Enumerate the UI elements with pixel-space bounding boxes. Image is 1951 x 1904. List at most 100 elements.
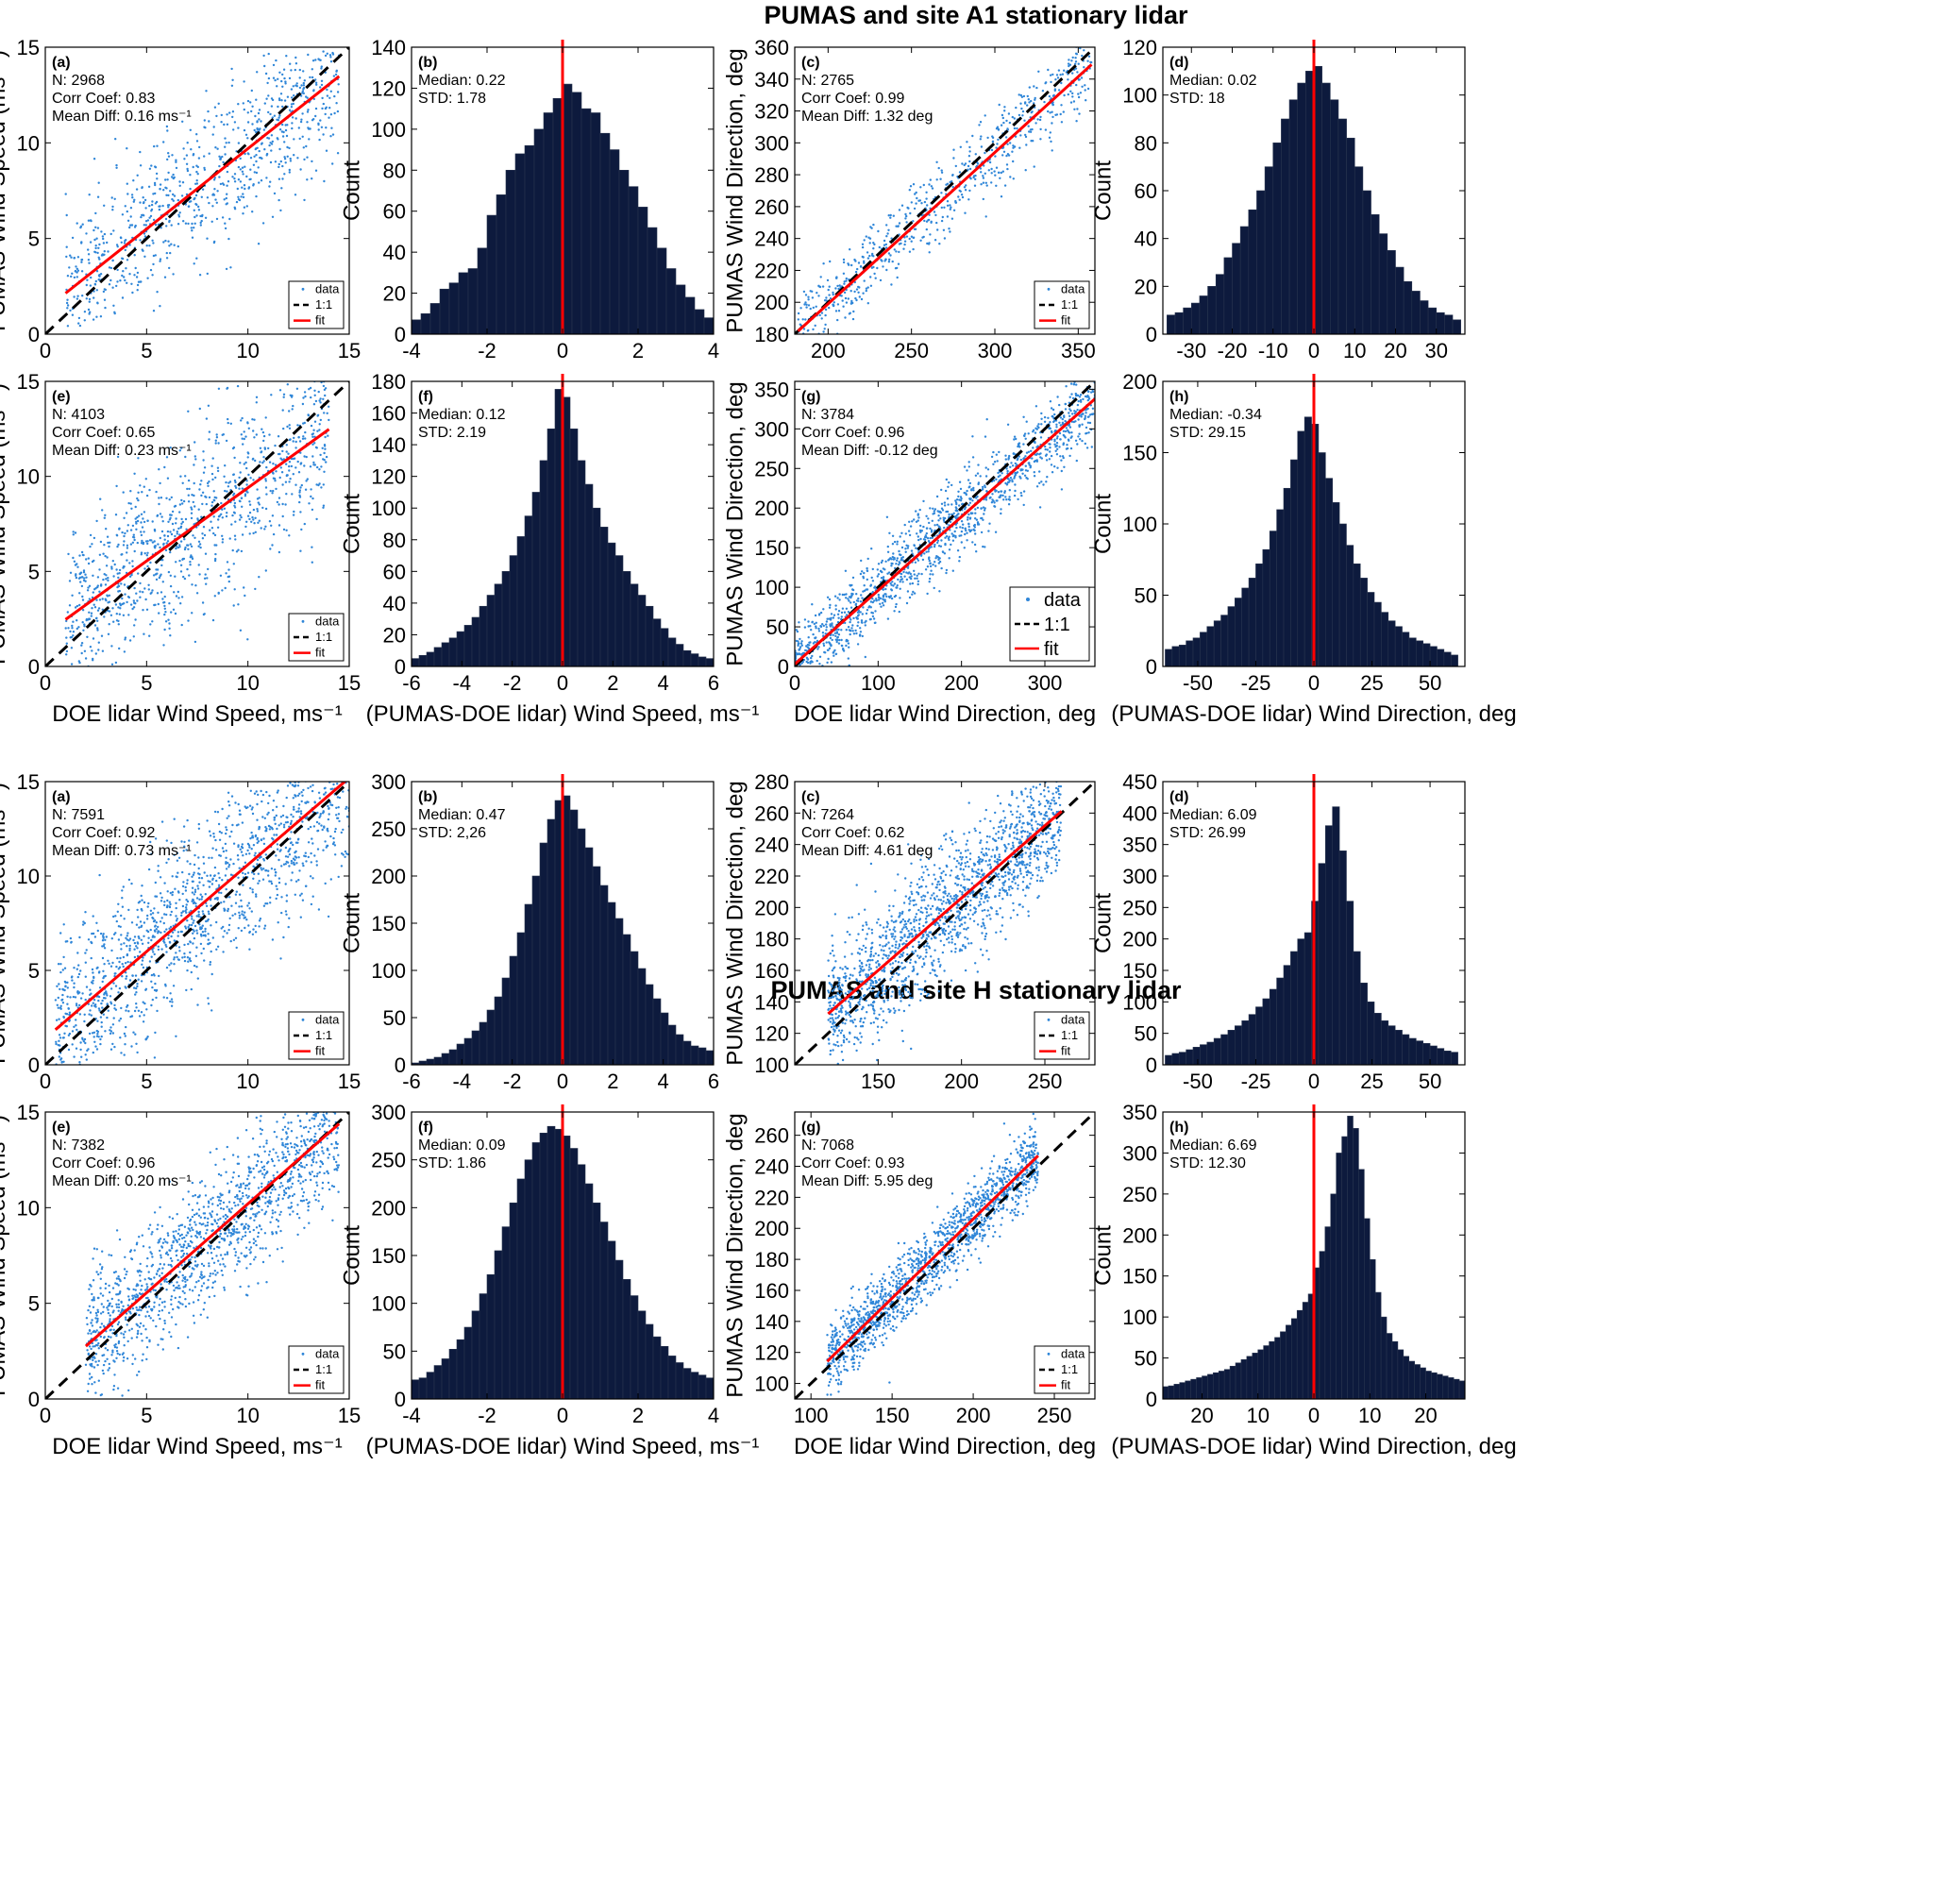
data-point: [202, 450, 205, 453]
data-point: [212, 126, 215, 128]
data-point: [97, 649, 100, 651]
histogram-bar: [571, 92, 582, 334]
x-tick-label: -4: [453, 671, 472, 695]
data-point: [1023, 102, 1027, 105]
data-point: [167, 194, 170, 197]
data-point: [98, 553, 102, 556]
data-point: [281, 85, 284, 89]
data-point: [281, 814, 285, 817]
data-point: [253, 522, 256, 525]
data-point: [290, 103, 294, 106]
data-point: [75, 265, 77, 268]
data-point: [882, 567, 885, 570]
data-point: [65, 245, 68, 248]
data-point: [797, 318, 799, 321]
data-point: [244, 872, 247, 876]
data-point: [329, 56, 332, 59]
data-point: [317, 128, 320, 131]
data-point: [1023, 474, 1027, 477]
data-point: [1072, 420, 1076, 424]
data-point: [232, 511, 236, 514]
data-point: [132, 606, 136, 609]
data-point: [1018, 446, 1021, 448]
data-point: [964, 211, 967, 214]
histogram-bar: [463, 625, 473, 666]
data-point: [122, 955, 126, 959]
data-point: [116, 572, 119, 575]
panel-annotation: Median: 0.22: [418, 73, 506, 89]
data-point: [311, 443, 314, 446]
data-point: [798, 642, 800, 645]
data-point: [1059, 455, 1062, 458]
data-point: [864, 655, 866, 659]
data-point: [1085, 426, 1088, 430]
data-point: [213, 595, 216, 598]
y-tick-label: 250: [754, 457, 789, 480]
x-tick-label: 15: [338, 671, 361, 695]
data-point: [249, 168, 252, 171]
data-point: [1007, 497, 1011, 501]
data-point: [124, 593, 126, 596]
panel-annotation: STD: 1.78: [418, 91, 486, 107]
data-point: [173, 591, 176, 594]
data-point: [279, 209, 282, 212]
data-point: [129, 529, 133, 531]
data-point: [294, 84, 297, 87]
data-point: [178, 184, 181, 187]
data-point: [908, 576, 911, 579]
data-point: [920, 202, 923, 205]
data-point: [263, 64, 266, 68]
data-point: [910, 577, 913, 581]
data-point: [233, 501, 237, 505]
data-point: [290, 69, 293, 72]
data-point: [93, 536, 96, 540]
data-point: [159, 513, 162, 515]
data-point: [149, 623, 152, 626]
data-point: [130, 282, 133, 285]
data-point: [191, 918, 193, 920]
data-point: [136, 289, 139, 292]
data-point: [87, 253, 91, 256]
data-point: [269, 548, 272, 550]
data-point: [203, 155, 206, 158]
data-point: [299, 120, 303, 124]
data-point: [1002, 121, 1005, 125]
data-point: [336, 110, 340, 113]
data-point: [807, 298, 810, 301]
data-point: [294, 483, 297, 486]
data-point: [216, 469, 220, 473]
data-point: [68, 580, 72, 582]
data-point: [1084, 84, 1086, 87]
data-point: [931, 187, 934, 190]
data-point: [277, 138, 279, 141]
data-point: [140, 280, 143, 283]
data-point: [817, 630, 821, 632]
data-point: [206, 196, 210, 199]
data-point: [1021, 110, 1025, 113]
data-point: [236, 384, 240, 388]
data-point: [241, 416, 244, 420]
data-point: [97, 181, 100, 184]
data-point: [150, 210, 153, 212]
data-point: [915, 547, 917, 549]
data-point: [141, 186, 143, 189]
data-point: [298, 137, 301, 141]
data-point: [172, 985, 176, 987]
data-point: [146, 551, 149, 554]
data-point: [122, 544, 126, 547]
data-point: [193, 215, 196, 219]
data-point: [146, 519, 149, 522]
data-point: [1087, 431, 1090, 434]
data-point: [252, 518, 255, 521]
data-point: [799, 664, 801, 666]
data-point: [214, 146, 217, 149]
data-point: [880, 605, 883, 608]
x-tick-label: 0: [1308, 671, 1320, 695]
data-point: [1060, 488, 1064, 491]
data-point: [1084, 395, 1087, 398]
data-point: [925, 220, 929, 223]
data-point: [214, 442, 217, 445]
data-point: [195, 179, 198, 182]
